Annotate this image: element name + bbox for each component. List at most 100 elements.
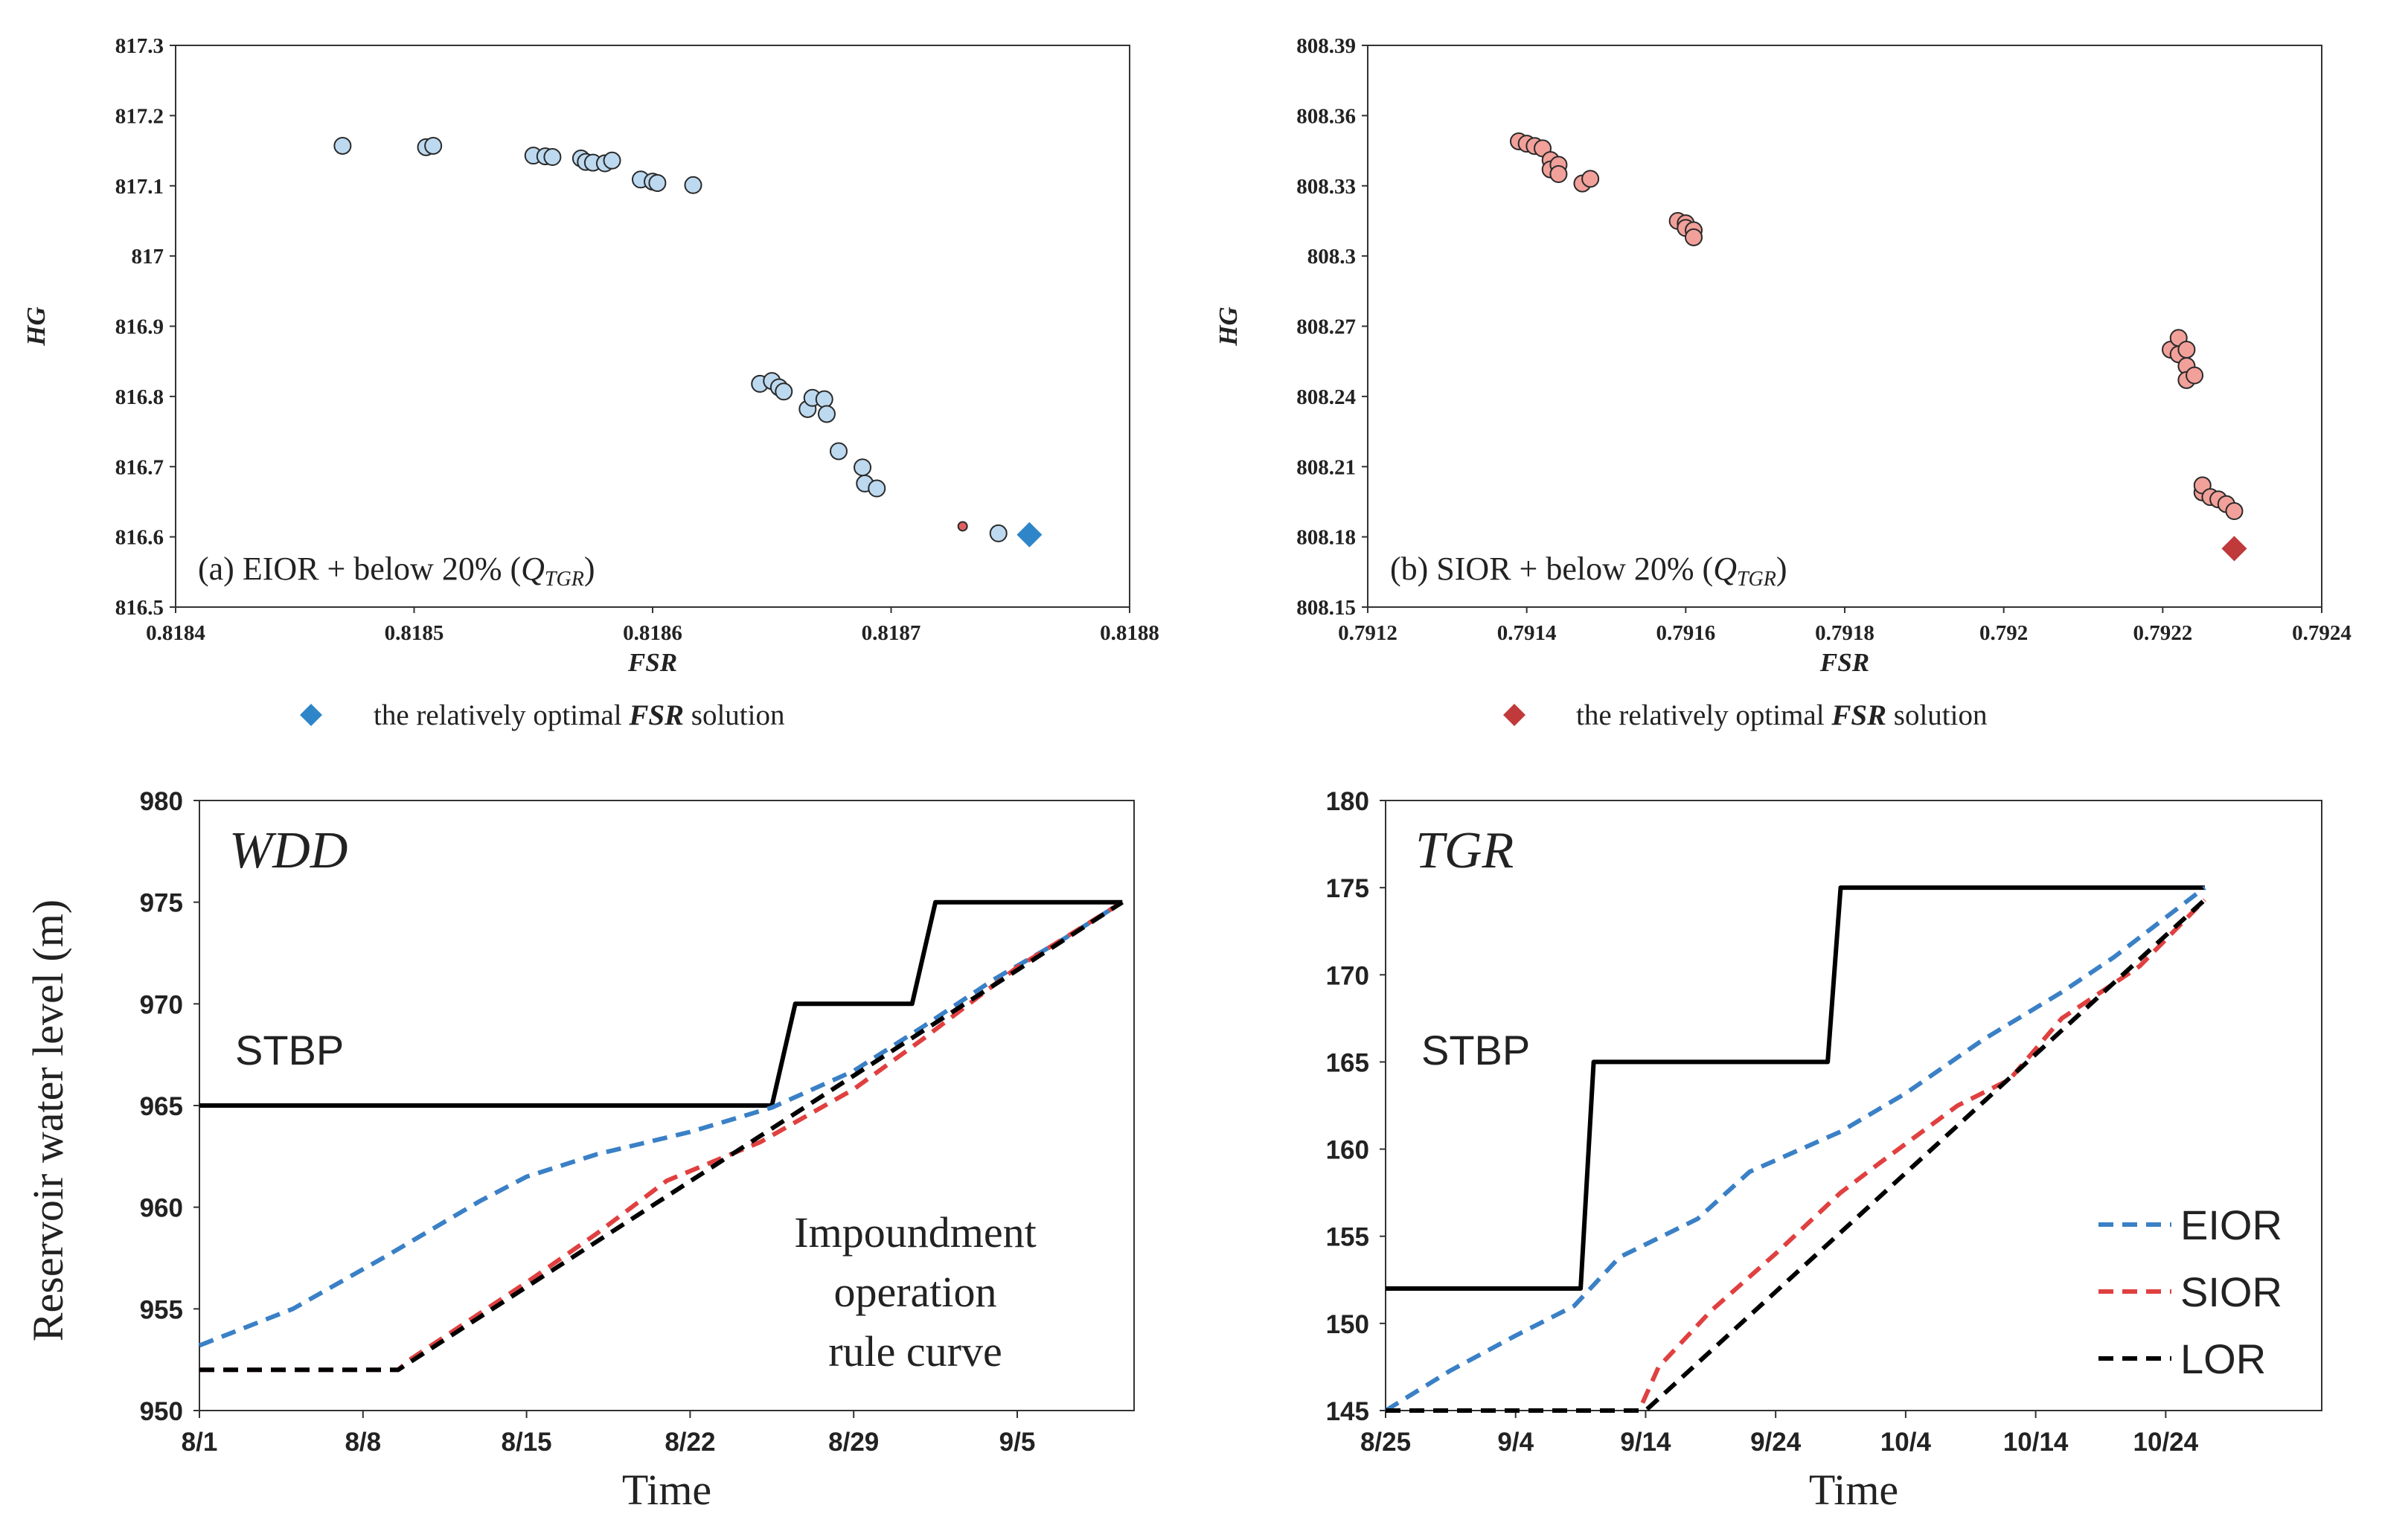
y-tick-label: 808.21 [1296, 455, 1356, 479]
line-panel-wdd: 950 955 960 965 970 975 980 8/1 8/8 8/15 8/22 8/29… [24, 787, 1135, 1514]
panel-wdd-x-ticks: 8/1 8/8 8/15 8/22 8/29 9/5 [182, 1411, 1036, 1457]
y-tick-label: 816.9 [115, 315, 164, 339]
panel-b-points [1509, 132, 2247, 562]
scatter-panel-a: 816.5 816.6 816.7 816.8 816.9 817 817.1 817.2 81… [22, 34, 1159, 731]
scatter-point [989, 524, 1008, 542]
y-tick-label: 145 [1326, 1397, 1369, 1426]
y-tick-label: 808.18 [1296, 526, 1356, 550]
scatter-point [815, 390, 833, 408]
scatter-point [2177, 340, 2196, 359]
y-tick-label: 808.39 [1296, 34, 1356, 58]
panel-wdd-stbp-label: STBP [235, 1027, 344, 1074]
series-line-stbp [1386, 885, 2205, 1291]
y-tick-label: 150 [1326, 1310, 1369, 1339]
x-tick-label: 9/5 [999, 1428, 1036, 1457]
y-tick-label: 808.24 [1296, 385, 1356, 409]
y-tick-label: 816.5 [115, 596, 164, 620]
x-tick-label: 8/25 [1360, 1428, 1411, 1457]
scatter-point [1685, 228, 1703, 246]
y-tick-label: 975 [140, 889, 183, 918]
panel-a-x-ticks: 0.8184 0.8185 0.8186 0.8187 0.8188 [146, 607, 1159, 645]
scatter-point [1581, 170, 1600, 188]
x-tick-label: 0.7914 [1497, 621, 1557, 645]
panel-a-legend: the relatively optimal FSR solution [300, 699, 784, 731]
line-panel-tgr: 145 150 155 160 165 170 175 180 8/25 9/4 9/14 9/24… [1326, 787, 2322, 1514]
y-tick-label: 980 [140, 787, 183, 816]
x-tick-label: 9/14 [1620, 1428, 1671, 1457]
y-tick-label: 965 [140, 1092, 183, 1121]
y-tick-label: 808.27 [1296, 315, 1356, 339]
y-tick-label: 170 [1326, 961, 1369, 990]
scatter-point [2186, 366, 2204, 385]
y-tick-label: 817.2 [115, 104, 164, 128]
panel-tgr-x-ticks: 8/25 9/4 9/14 9/24 10/4 10/14 10/24 [1360, 1411, 2199, 1457]
panel-b-plot-frame [1367, 45, 2322, 608]
panel-wdd-annotation-line-3: rule curve [828, 1327, 1002, 1376]
panel-a-x-label: FSR [627, 648, 677, 677]
panel-b-legend: the relatively optimal FSR solution [1503, 699, 1987, 731]
scatter-point [333, 136, 352, 155]
panel-a-legend-label: the relatively optimal FSR solution [374, 699, 784, 731]
optimal-solution-diamond [2221, 536, 2247, 562]
scatter-point [854, 458, 872, 477]
x-tick-label: 9/4 [1497, 1428, 1534, 1457]
panel-tgr-series [1384, 885, 2206, 1413]
x-tick-label: 8/15 [502, 1428, 552, 1457]
panel-wdd-y-label: Reservoir water level (m) [24, 899, 72, 1341]
panel-tgr-title: TGR [1415, 822, 1514, 879]
y-tick-label: 816.6 [115, 526, 164, 550]
x-tick-label: 0.7918 [1815, 621, 1874, 645]
series-line-lor [199, 900, 1124, 1373]
panel-wdd-annotation-line-1: Impoundment [794, 1208, 1036, 1257]
x-tick-label: 9/24 [1750, 1428, 1802, 1457]
panel-tgr-y-ticks: 145 150 155 160 165 170 175 180 [1326, 787, 1386, 1426]
scatter-point [829, 442, 848, 461]
panel-b-label: (b) SIOR + below 20% (QTGR) [1390, 551, 1787, 591]
panel-a-y-label: HG [22, 307, 51, 347]
scatter-point [684, 176, 702, 194]
panel-a-y-ticks: 816.5 816.6 816.7 816.8 816.9 817 817.1 817.2 81… [115, 34, 176, 620]
y-tick-label: 160 [1326, 1136, 1369, 1165]
y-tick-label: 955 [140, 1295, 183, 1324]
y-tick-label: 155 [1326, 1223, 1369, 1252]
scatter-point [817, 405, 836, 423]
y-tick-label: 180 [1326, 787, 1369, 816]
x-tick-label: 8/8 [345, 1428, 381, 1457]
panel-wdd-y-ticks: 950 955 960 965 970 975 980 [140, 787, 199, 1426]
panel-b-legend-label: the relatively optimal FSR solution [1576, 699, 1987, 731]
optimal-solution-diamond [1016, 522, 1043, 548]
scatter-point [543, 148, 562, 167]
scatter-point [1549, 165, 1568, 184]
y-tick-label: 808.33 [1296, 175, 1356, 199]
x-tick-label: 0.792 [1979, 621, 2028, 645]
x-tick-label: 10/24 [2133, 1428, 2199, 1457]
x-tick-label: 0.7924 [2292, 621, 2351, 645]
panel-wdd-x-label: Time [622, 1466, 711, 1514]
scatter-panel-b: 808.15 808.18 808.21 808.24 808.27 808.3 808.3… [1214, 34, 2351, 731]
x-tick-label: 0.7916 [1656, 621, 1715, 645]
x-tick-label: 8/1 [182, 1428, 218, 1457]
panel-a-plot-frame [175, 45, 1130, 608]
x-tick-label: 10/14 [2003, 1428, 2069, 1457]
y-tick-label: 970 [140, 990, 183, 1019]
x-tick-label: 0.7922 [2133, 621, 2192, 645]
y-tick-label: 808.3 [1307, 245, 1356, 269]
x-tick-label: 0.8186 [623, 621, 682, 645]
panel-tgr-stbp-label: STBP [1421, 1027, 1530, 1074]
series-line-lor [1386, 898, 2206, 1413]
panel-b-x-ticks: 0.7912 0.7914 0.7916 0.7918 0.792 0.7922 0.792… [1338, 607, 2351, 645]
x-tick-label: 0.8185 [385, 621, 444, 645]
panel-wdd-title: WDD [229, 822, 348, 879]
x-tick-label: 0.8188 [1100, 621, 1159, 645]
legend-label-sior: SIOR [2180, 1268, 2282, 1315]
x-tick-label: 10/4 [1880, 1428, 1932, 1457]
scatter-point [2225, 502, 2244, 521]
scatter-point [603, 151, 621, 170]
x-tick-label: 0.8187 [862, 621, 921, 645]
y-tick-label: 165 [1326, 1048, 1369, 1077]
panel-wdd-annotation-line-2: operation [833, 1268, 996, 1316]
y-tick-label: 817 [132, 245, 164, 269]
y-tick-label: 960 [140, 1194, 183, 1223]
x-tick-label: 8/29 [828, 1428, 879, 1457]
